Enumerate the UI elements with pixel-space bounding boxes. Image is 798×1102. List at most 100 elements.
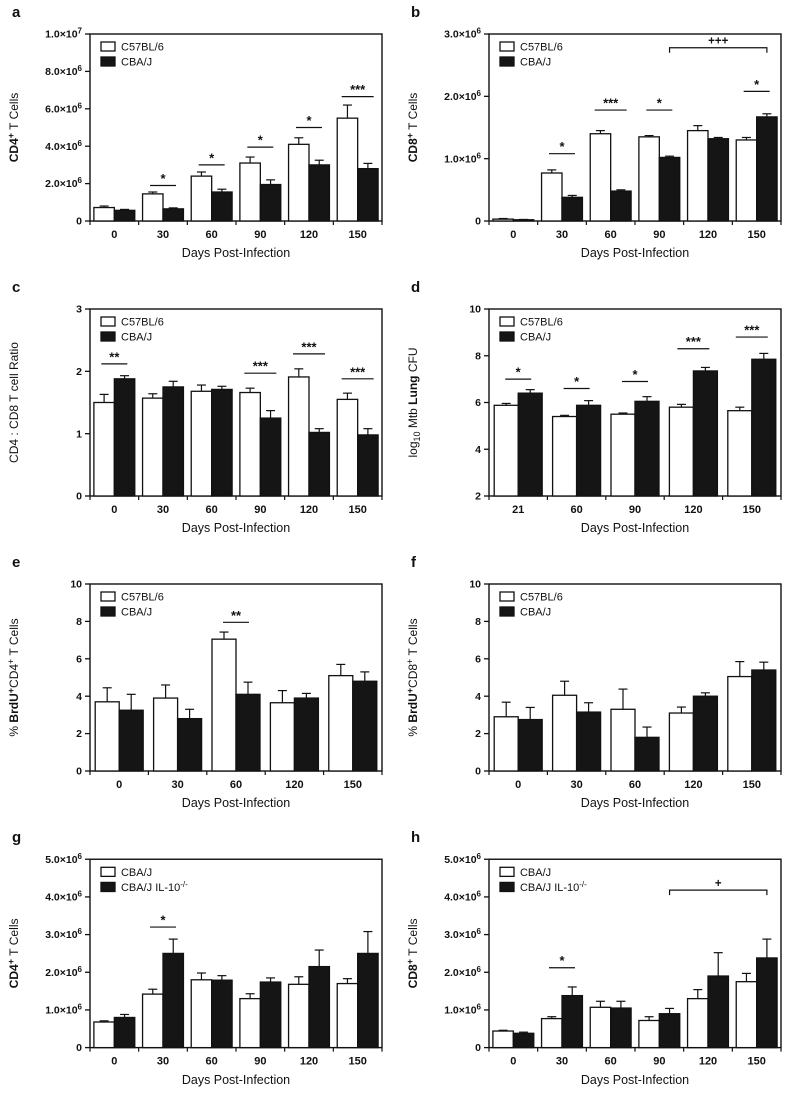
panel-d-letter: d	[411, 279, 421, 296]
svg-text:0: 0	[76, 766, 82, 778]
svg-text:2.0×106: 2.0×106	[45, 965, 82, 979]
bar	[352, 680, 378, 772]
bar	[162, 952, 185, 1049]
svg-text:***: ***	[350, 82, 366, 97]
legend-swatch	[499, 331, 515, 342]
bar	[735, 981, 758, 1049]
svg-text:2: 2	[76, 728, 82, 740]
svg-text:60: 60	[206, 1056, 218, 1068]
svg-text:21: 21	[512, 504, 524, 516]
svg-text:150: 150	[348, 504, 366, 516]
svg-text:CD4+ T Cells: CD4+ T Cells	[6, 93, 21, 163]
svg-text:CBA/J: CBA/J	[520, 607, 551, 619]
legend-swatch	[100, 41, 116, 52]
bar	[638, 1019, 660, 1049]
svg-text:CD8+ T Cells: CD8+ T Cells	[405, 93, 420, 163]
bar	[658, 1013, 681, 1049]
svg-text:4: 4	[76, 691, 82, 703]
svg-text:2: 2	[475, 728, 481, 740]
svg-text:*: *	[657, 96, 663, 111]
svg-text:0: 0	[111, 229, 117, 241]
svg-text:8: 8	[475, 616, 481, 628]
bar	[357, 434, 379, 497]
svg-text:CBA/J IL-10-/-: CBA/J IL-10-/-	[121, 880, 188, 894]
panel-b: b 0 1.0×106 2.0×106 3.0×106 0 30 60 90 120 150 * **…	[399, 0, 798, 275]
svg-text:0: 0	[76, 1042, 82, 1054]
x-axis: 0 30 60 90 120 150	[488, 1047, 782, 1068]
legend-swatch	[100, 866, 116, 878]
bar	[707, 975, 730, 1049]
svg-text:log10 Mtb Lung CFU: log10 Mtb Lung CFU	[406, 347, 422, 457]
bar	[735, 139, 758, 222]
svg-text:**: **	[231, 608, 242, 623]
svg-text:C57BL/6: C57BL/6	[121, 42, 164, 54]
svg-text:8: 8	[76, 616, 82, 628]
svg-text:120: 120	[684, 779, 702, 791]
svg-text:0: 0	[515, 779, 521, 791]
svg-text:C57BL/6: C57BL/6	[520, 42, 563, 54]
legend: C57BL/6 CBA/J	[499, 591, 563, 619]
bars-c57bl-6	[493, 402, 753, 497]
sig-marks: ** *******	[505, 323, 768, 390]
svg-text:150: 150	[348, 1056, 366, 1068]
bar	[93, 401, 115, 497]
x-axis: 0 30 60 90 120 150	[89, 1047, 383, 1068]
svg-text:*: *	[516, 365, 522, 380]
svg-text:***: ***	[350, 364, 366, 379]
panel-e: e 0 2 4 6 8 10 0 30 60 120 150 ** C57BL/6 CBA/J Days P…	[0, 550, 399, 825]
svg-text:0: 0	[475, 216, 481, 228]
svg-text:0: 0	[111, 1056, 117, 1068]
svg-text:90: 90	[629, 504, 641, 516]
bars-cba-j	[93, 972, 359, 1049]
svg-text:+: +	[715, 878, 722, 890]
y-axis: 0 1.0×106 2.0×106 3.0×106 4.0×106 5.0×106	[45, 852, 90, 1054]
bar	[540, 172, 563, 222]
svg-text:120: 120	[285, 779, 303, 791]
bar	[357, 952, 379, 1049]
bar	[118, 709, 144, 772]
bar	[357, 167, 379, 222]
panel-h-letter: h	[411, 829, 421, 846]
panel-c-letter: c	[12, 279, 21, 296]
bar	[634, 736, 660, 772]
svg-text:***: ***	[603, 96, 619, 111]
bar	[308, 164, 331, 222]
bar	[211, 979, 233, 1049]
bar	[211, 638, 237, 772]
svg-text:CD4+ T Cells: CD4+ T Cells	[6, 918, 21, 988]
legend-swatch	[100, 316, 116, 327]
bar	[211, 388, 233, 497]
bar	[751, 669, 777, 772]
x-axis: 0 30 60 90 120 150	[488, 221, 782, 241]
svg-text:90: 90	[653, 1056, 665, 1068]
bar	[493, 404, 519, 497]
svg-text:***: ***	[744, 323, 760, 338]
svg-text:150: 150	[747, 229, 765, 241]
bar	[589, 133, 612, 222]
svg-text:***: ***	[301, 339, 317, 354]
bar	[551, 694, 578, 772]
bars-cba-j	[492, 972, 758, 1049]
svg-text:2.0×106: 2.0×106	[444, 965, 481, 979]
x-axis: 0 30 60 90 120 150	[89, 221, 383, 241]
svg-text:6: 6	[475, 397, 481, 409]
bar	[668, 406, 695, 497]
legend-swatch	[499, 881, 515, 893]
chart-f: 0 2 4 6 8 10 0 30 60 120 150 C57BL/6 CBA/J Days Post-…	[405, 579, 782, 810]
svg-text:5.0×106: 5.0×106	[444, 852, 481, 866]
svg-text:8: 8	[475, 350, 481, 362]
svg-text:***: ***	[253, 359, 269, 374]
svg-text:3.0×106: 3.0×106	[444, 927, 481, 941]
panel-e-letter: e	[12, 554, 21, 571]
bar	[561, 196, 584, 222]
bar	[162, 386, 185, 497]
legend-swatch	[499, 56, 515, 67]
sig-marks: *	[549, 953, 575, 969]
svg-text:*: *	[559, 953, 565, 968]
svg-text:1.0×107: 1.0×107	[45, 27, 82, 41]
svg-text:4.0×106: 4.0×106	[45, 139, 82, 153]
svg-text:60: 60	[206, 504, 218, 516]
